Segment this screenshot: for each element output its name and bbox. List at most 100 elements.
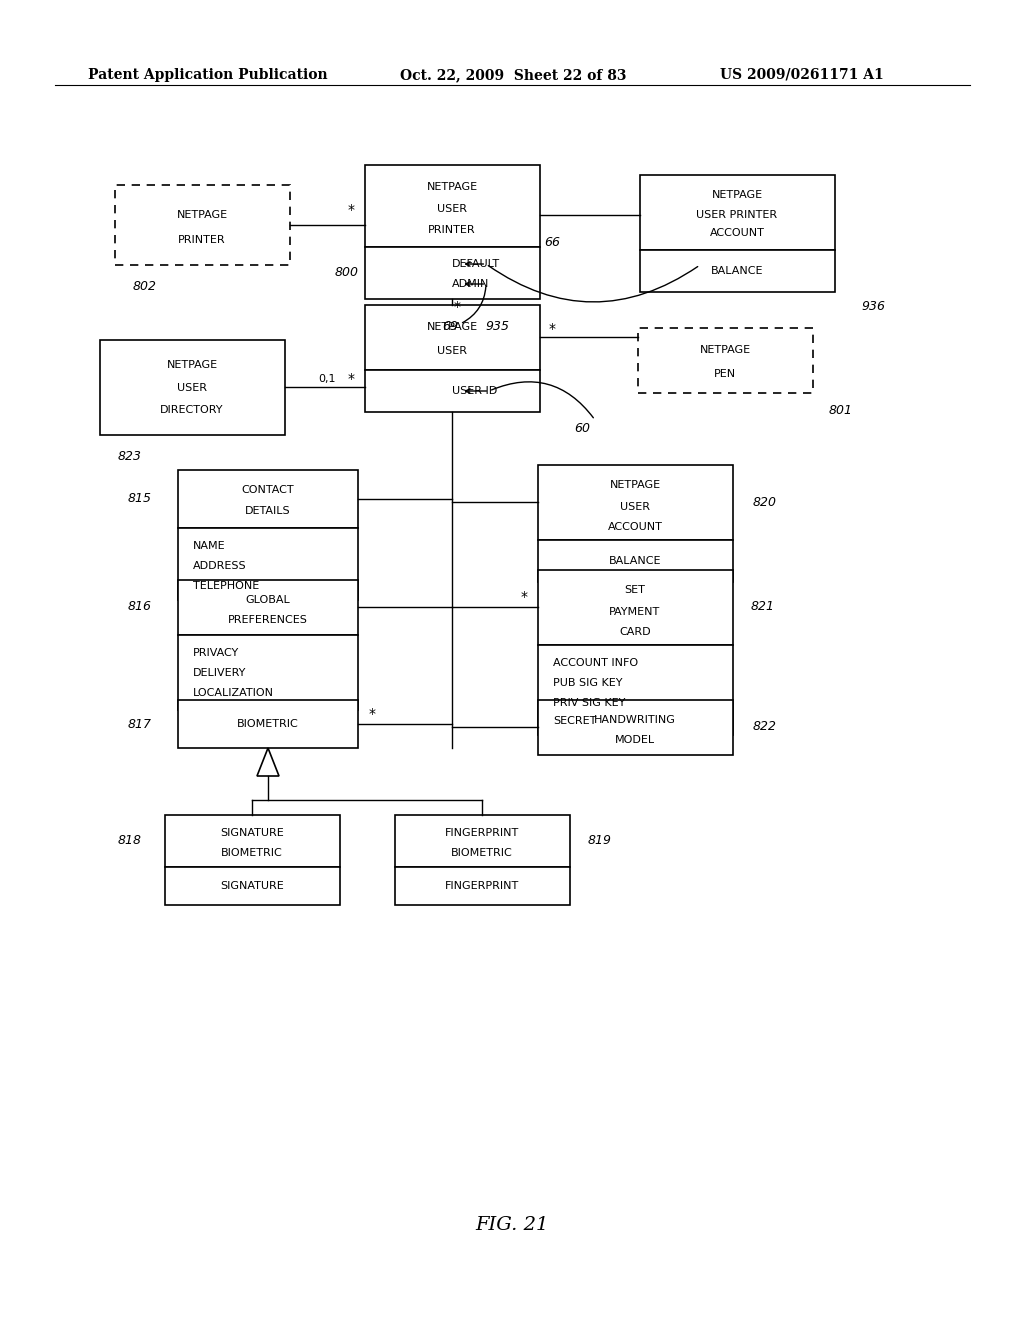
Bar bbox=[165, 867, 340, 906]
Bar bbox=[365, 247, 540, 300]
Bar bbox=[365, 305, 540, 370]
Text: PEN: PEN bbox=[714, 370, 736, 379]
Bar bbox=[638, 327, 813, 393]
Bar bbox=[100, 341, 285, 436]
Text: *: * bbox=[454, 300, 461, 314]
Text: 802: 802 bbox=[133, 281, 157, 293]
Text: PUB SIG KEY: PUB SIG KEY bbox=[553, 678, 623, 688]
Text: 817: 817 bbox=[128, 718, 152, 730]
Text: ADMIN: ADMIN bbox=[452, 279, 489, 289]
Text: USER: USER bbox=[437, 205, 467, 214]
Bar bbox=[365, 165, 540, 247]
Bar bbox=[115, 185, 290, 265]
Text: NETPAGE: NETPAGE bbox=[176, 210, 227, 220]
Text: USER ID: USER ID bbox=[452, 385, 498, 396]
Text: PRIVACY: PRIVACY bbox=[193, 648, 240, 657]
Bar bbox=[538, 700, 733, 755]
Text: 0,1: 0,1 bbox=[318, 374, 336, 384]
Bar bbox=[395, 867, 570, 906]
Text: 801: 801 bbox=[829, 404, 853, 417]
Text: DIRECTORY: DIRECTORY bbox=[160, 405, 224, 414]
Bar bbox=[178, 579, 358, 635]
Text: US 2009/0261171 A1: US 2009/0261171 A1 bbox=[720, 69, 884, 82]
Text: 818: 818 bbox=[118, 834, 142, 847]
Text: 60: 60 bbox=[574, 421, 590, 434]
Text: DELIVERY: DELIVERY bbox=[193, 668, 247, 678]
Text: BALANCE: BALANCE bbox=[711, 267, 763, 276]
Bar bbox=[640, 249, 835, 292]
Text: *: * bbox=[347, 203, 354, 216]
Text: SIGNATURE: SIGNATURE bbox=[220, 880, 284, 891]
Text: BIOMETRIC: BIOMETRIC bbox=[452, 847, 513, 858]
Text: NETPAGE: NETPAGE bbox=[167, 360, 217, 370]
Text: *: * bbox=[369, 708, 376, 721]
Text: NETPAGE: NETPAGE bbox=[699, 345, 751, 355]
Text: FINGERPRINT: FINGERPRINT bbox=[444, 880, 519, 891]
Bar bbox=[178, 700, 358, 748]
Text: DETAILS: DETAILS bbox=[245, 506, 291, 516]
Text: 816: 816 bbox=[128, 601, 152, 614]
Text: 823: 823 bbox=[118, 450, 142, 463]
Text: NETPAGE: NETPAGE bbox=[426, 182, 477, 191]
Bar bbox=[178, 635, 358, 710]
Text: SET: SET bbox=[625, 585, 645, 595]
Text: USER PRINTER: USER PRINTER bbox=[696, 210, 777, 220]
Text: PRINTER: PRINTER bbox=[178, 235, 226, 246]
Text: SECRET: SECRET bbox=[553, 715, 596, 726]
Text: SIGNATURE: SIGNATURE bbox=[220, 828, 284, 838]
Bar bbox=[538, 570, 733, 645]
Text: PRINTER: PRINTER bbox=[428, 224, 476, 235]
Text: NETPAGE: NETPAGE bbox=[426, 322, 477, 333]
Text: FIG. 21: FIG. 21 bbox=[475, 1216, 549, 1234]
Text: ADDRESS: ADDRESS bbox=[193, 561, 247, 572]
Text: PAYMENT: PAYMENT bbox=[609, 607, 660, 616]
Text: 821: 821 bbox=[751, 601, 775, 614]
Bar bbox=[538, 465, 733, 540]
Bar bbox=[538, 540, 733, 582]
Text: ACCOUNT INFO: ACCOUNT INFO bbox=[553, 657, 638, 668]
Text: 936: 936 bbox=[861, 301, 885, 314]
Text: 822: 822 bbox=[753, 721, 777, 734]
Text: *: * bbox=[549, 322, 555, 337]
Text: MODEL: MODEL bbox=[615, 735, 655, 744]
Text: 66: 66 bbox=[544, 235, 560, 248]
Bar bbox=[178, 528, 358, 601]
Bar bbox=[538, 645, 733, 735]
Text: *: * bbox=[520, 590, 527, 605]
Text: BIOMETRIC: BIOMETRIC bbox=[221, 847, 283, 858]
Text: USER: USER bbox=[437, 346, 467, 356]
Text: PRIV SIG KEY: PRIV SIG KEY bbox=[553, 698, 626, 708]
Text: 820: 820 bbox=[753, 495, 777, 508]
Text: Patent Application Publication: Patent Application Publication bbox=[88, 69, 328, 82]
Text: GLOBAL: GLOBAL bbox=[246, 595, 291, 605]
Text: 819: 819 bbox=[588, 834, 612, 847]
Text: USER: USER bbox=[620, 502, 650, 512]
Text: ACCOUNT: ACCOUNT bbox=[710, 228, 765, 238]
Text: FINGERPRINT: FINGERPRINT bbox=[444, 828, 519, 838]
Text: Oct. 22, 2009  Sheet 22 of 83: Oct. 22, 2009 Sheet 22 of 83 bbox=[400, 69, 627, 82]
Text: HANDWRITING: HANDWRITING bbox=[594, 715, 676, 725]
Bar bbox=[178, 470, 358, 528]
Text: 815: 815 bbox=[128, 492, 152, 506]
Text: CONTACT: CONTACT bbox=[242, 484, 294, 495]
Text: USER: USER bbox=[177, 383, 207, 393]
Text: 935: 935 bbox=[485, 321, 509, 334]
Text: 69: 69 bbox=[442, 321, 458, 334]
Text: DEFAULT: DEFAULT bbox=[452, 259, 500, 269]
Text: NAME: NAME bbox=[193, 541, 225, 550]
Bar bbox=[365, 370, 540, 412]
Text: BIOMETRIC: BIOMETRIC bbox=[238, 719, 299, 729]
Bar bbox=[640, 176, 835, 249]
Text: BALANCE: BALANCE bbox=[608, 556, 662, 566]
Text: ACCOUNT: ACCOUNT bbox=[607, 521, 663, 532]
Bar bbox=[165, 814, 340, 867]
Text: 800: 800 bbox=[335, 267, 359, 280]
Text: *: * bbox=[347, 372, 354, 385]
Text: NETPAGE: NETPAGE bbox=[712, 190, 763, 201]
Text: TELEPHONE: TELEPHONE bbox=[193, 581, 259, 591]
Text: PREFERENCES: PREFERENCES bbox=[228, 615, 308, 624]
Text: LOCALIZATION: LOCALIZATION bbox=[193, 688, 274, 698]
Bar bbox=[395, 814, 570, 867]
Text: CARD: CARD bbox=[620, 627, 651, 638]
Text: NETPAGE: NETPAGE bbox=[609, 480, 660, 490]
